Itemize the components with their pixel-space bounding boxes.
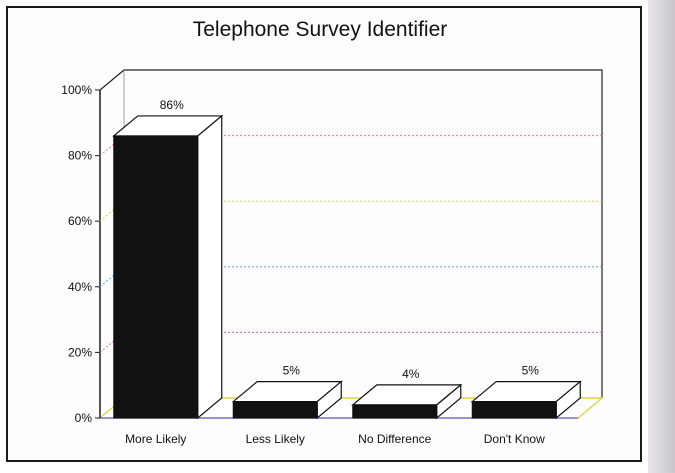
- y-tick-label: 0%: [75, 411, 93, 425]
- chart-bars: [112, 114, 582, 420]
- gridline-side: [99, 135, 125, 156]
- category-label: More Likely: [125, 432, 186, 446]
- gridline-side: [99, 200, 125, 222]
- x-axis-labels: More Likely Less Likely No Difference Don't…: [125, 432, 545, 446]
- value-labels: 86% 5% 4% 5%: [160, 98, 540, 381]
- category-label: Don't Know: [484, 432, 545, 446]
- bar-side-face: [197, 114, 223, 420]
- category-label: Less Likely: [246, 432, 305, 446]
- value-label: 4%: [402, 367, 420, 381]
- bar: [351, 383, 463, 420]
- scanned-page-edge: [648, 0, 675, 473]
- bar-front-face: [471, 401, 557, 419]
- bar-front-face: [113, 135, 199, 419]
- y-tick-label: 100%: [61, 83, 92, 97]
- value-label: 5%: [522, 364, 540, 378]
- chart-gridlines: [99, 135, 602, 353]
- bar-chart: 0% 20% 40% 60% 80% 100% More Likely Less Likel…: [61, 69, 604, 446]
- bar: [112, 114, 224, 420]
- chart-title: Telephone Survey Identifier: [192, 18, 448, 41]
- bar: [231, 380, 343, 420]
- y-tick-label: 60%: [68, 214, 92, 228]
- y-tick-label: 80%: [68, 149, 92, 163]
- bar-front-face: [232, 401, 318, 419]
- gridline-side: [99, 266, 125, 288]
- bar-front-face: [352, 404, 438, 419]
- value-label: 5%: [283, 364, 301, 378]
- category-label: No Difference: [358, 432, 431, 446]
- y-tick-label: 40%: [68, 280, 92, 294]
- y-axis: 0% 20% 40% 60% 80% 100%: [61, 83, 100, 425]
- gridline-side: [99, 332, 125, 353]
- value-label: 86%: [160, 98, 184, 112]
- y-tick-label: 20%: [68, 345, 92, 359]
- bar: [470, 380, 582, 420]
